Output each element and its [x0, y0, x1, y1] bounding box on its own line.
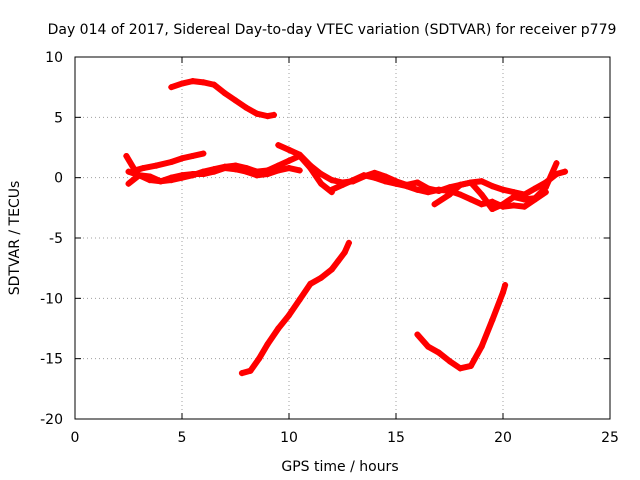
- y-tick-label: 10: [45, 50, 63, 66]
- data-point: [200, 150, 207, 157]
- data-point: [562, 168, 569, 175]
- x-tick-label: 10: [280, 430, 298, 446]
- x-tick-label: 20: [494, 430, 512, 446]
- data-point: [345, 239, 352, 246]
- series-arc-lower-right: [431, 160, 560, 213]
- data-point: [296, 167, 303, 174]
- data-point: [553, 160, 560, 167]
- data-point: [502, 282, 509, 289]
- x-tick-label: 0: [71, 430, 80, 446]
- series-arc-bottom: [414, 282, 509, 372]
- data-points: [123, 78, 569, 377]
- y-tick-label: 5: [54, 110, 63, 126]
- data-track: [286, 296, 303, 319]
- data-track: [467, 343, 485, 369]
- grid: [75, 57, 610, 419]
- x-tick-label: 15: [387, 430, 405, 446]
- ticks: 0 5 10 15 20 25 10 5 0 -5 -10 -15 -20: [40, 50, 619, 446]
- x-tick-label: 25: [601, 430, 619, 446]
- x-axis-label: GPS time / hours: [281, 459, 398, 475]
- y-tick-label: -10: [40, 291, 63, 307]
- data-track: [264, 325, 282, 348]
- y-tick-label: -15: [40, 352, 63, 368]
- series-arc-diagonal: [238, 239, 352, 377]
- data-track: [296, 280, 314, 303]
- y-tick-label: 0: [54, 171, 63, 187]
- x-tick-label: 5: [178, 430, 187, 446]
- y-tick-label: -5: [49, 231, 63, 247]
- chart-title: Day 014 of 2017, Sidereal Day-to-day VTE…: [48, 22, 617, 38]
- y-tick-label: -20: [40, 412, 63, 428]
- series-arc-top-left: [168, 78, 278, 120]
- data-track: [478, 317, 496, 350]
- y-axis-label: SDTVAR / TECUs: [7, 181, 23, 296]
- data-track: [478, 191, 496, 213]
- data-track: [489, 289, 506, 324]
- data-point: [271, 111, 278, 118]
- data-track: [542, 160, 560, 191]
- series-arc-mid-a: [123, 150, 207, 174]
